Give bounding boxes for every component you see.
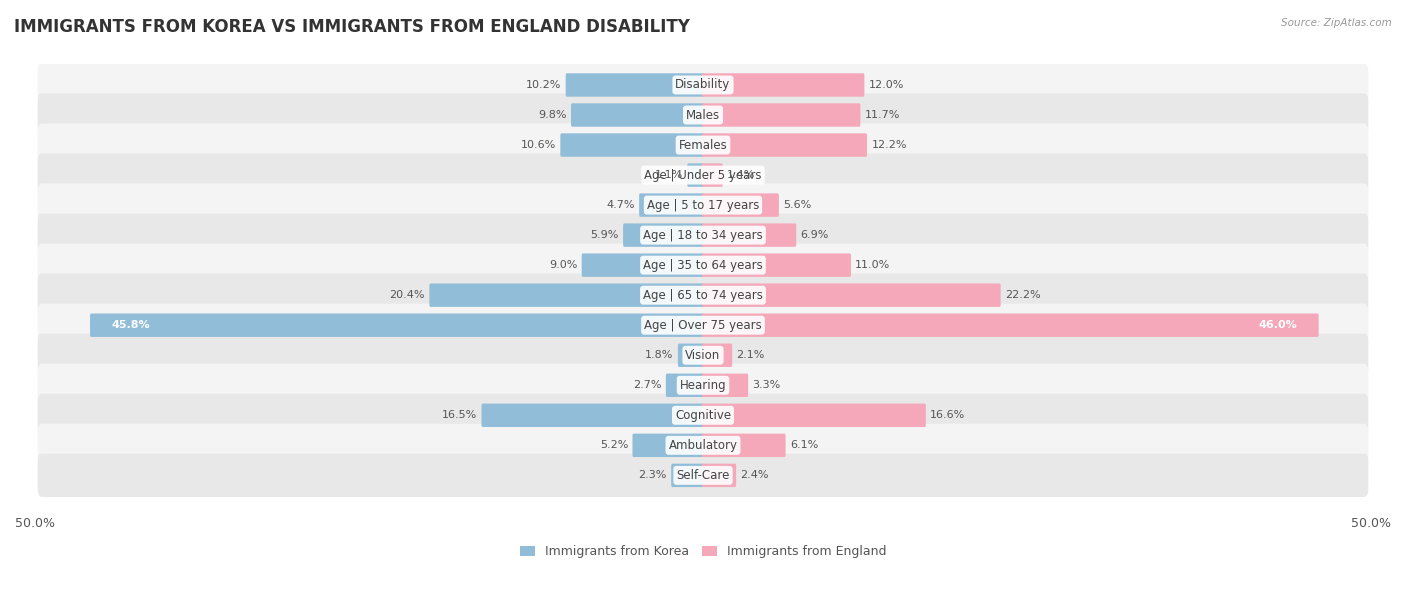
Text: 4.7%: 4.7%	[606, 200, 636, 210]
FancyBboxPatch shape	[688, 163, 704, 187]
FancyBboxPatch shape	[702, 464, 737, 487]
FancyBboxPatch shape	[38, 64, 1368, 106]
FancyBboxPatch shape	[38, 304, 1368, 347]
FancyBboxPatch shape	[702, 133, 868, 157]
FancyBboxPatch shape	[702, 253, 851, 277]
FancyBboxPatch shape	[38, 214, 1368, 257]
FancyBboxPatch shape	[678, 343, 704, 367]
Text: 9.0%: 9.0%	[548, 260, 578, 270]
Text: 22.2%: 22.2%	[1005, 290, 1040, 300]
FancyBboxPatch shape	[571, 103, 704, 127]
Text: 16.6%: 16.6%	[931, 410, 966, 420]
FancyBboxPatch shape	[702, 103, 860, 127]
FancyBboxPatch shape	[481, 403, 704, 427]
Text: Age | 35 to 64 years: Age | 35 to 64 years	[643, 259, 763, 272]
Text: 11.0%: 11.0%	[855, 260, 890, 270]
FancyBboxPatch shape	[702, 373, 748, 397]
Text: Females: Females	[679, 138, 727, 152]
Text: Age | Over 75 years: Age | Over 75 years	[644, 319, 762, 332]
Text: Ambulatory: Ambulatory	[668, 439, 738, 452]
FancyBboxPatch shape	[38, 124, 1368, 166]
Text: IMMIGRANTS FROM KOREA VS IMMIGRANTS FROM ENGLAND DISABILITY: IMMIGRANTS FROM KOREA VS IMMIGRANTS FROM…	[14, 18, 690, 36]
Text: Vision: Vision	[685, 349, 721, 362]
Text: 6.1%: 6.1%	[790, 440, 818, 450]
Text: Males: Males	[686, 108, 720, 122]
Text: Cognitive: Cognitive	[675, 409, 731, 422]
FancyBboxPatch shape	[582, 253, 704, 277]
Text: 45.8%: 45.8%	[111, 320, 150, 330]
FancyBboxPatch shape	[38, 154, 1368, 196]
FancyBboxPatch shape	[640, 193, 704, 217]
Text: 12.0%: 12.0%	[869, 80, 904, 90]
FancyBboxPatch shape	[38, 424, 1368, 467]
Text: 5.6%: 5.6%	[783, 200, 811, 210]
Text: 6.9%: 6.9%	[800, 230, 830, 240]
FancyBboxPatch shape	[702, 343, 733, 367]
FancyBboxPatch shape	[38, 364, 1368, 407]
FancyBboxPatch shape	[702, 434, 786, 457]
FancyBboxPatch shape	[90, 313, 704, 337]
Legend: Immigrants from Korea, Immigrants from England: Immigrants from Korea, Immigrants from E…	[515, 540, 891, 563]
Text: 5.9%: 5.9%	[591, 230, 619, 240]
FancyBboxPatch shape	[633, 434, 704, 457]
Text: Age | Under 5 years: Age | Under 5 years	[644, 168, 762, 182]
Text: 9.8%: 9.8%	[538, 110, 567, 120]
Text: 11.7%: 11.7%	[865, 110, 900, 120]
FancyBboxPatch shape	[666, 373, 704, 397]
FancyBboxPatch shape	[702, 163, 723, 187]
Text: 2.3%: 2.3%	[638, 471, 666, 480]
FancyBboxPatch shape	[702, 223, 796, 247]
FancyBboxPatch shape	[702, 193, 779, 217]
FancyBboxPatch shape	[38, 334, 1368, 377]
FancyBboxPatch shape	[671, 464, 704, 487]
Text: 2.1%: 2.1%	[737, 350, 765, 360]
FancyBboxPatch shape	[38, 274, 1368, 317]
FancyBboxPatch shape	[38, 453, 1368, 497]
Text: 20.4%: 20.4%	[389, 290, 425, 300]
Text: 12.2%: 12.2%	[872, 140, 907, 150]
Text: 1.8%: 1.8%	[645, 350, 673, 360]
Text: Hearing: Hearing	[679, 379, 727, 392]
Text: Source: ZipAtlas.com: Source: ZipAtlas.com	[1281, 18, 1392, 28]
Text: 46.0%: 46.0%	[1258, 320, 1298, 330]
Text: 2.7%: 2.7%	[633, 380, 662, 390]
Text: 1.1%: 1.1%	[655, 170, 683, 180]
Text: Age | 65 to 74 years: Age | 65 to 74 years	[643, 289, 763, 302]
Text: 2.4%: 2.4%	[741, 471, 769, 480]
FancyBboxPatch shape	[702, 403, 925, 427]
FancyBboxPatch shape	[702, 283, 1001, 307]
Text: Age | 18 to 34 years: Age | 18 to 34 years	[643, 229, 763, 242]
Text: 10.6%: 10.6%	[520, 140, 555, 150]
Text: Disability: Disability	[675, 78, 731, 91]
Text: 3.3%: 3.3%	[752, 380, 780, 390]
Text: 5.2%: 5.2%	[600, 440, 628, 450]
Text: 10.2%: 10.2%	[526, 80, 561, 90]
FancyBboxPatch shape	[429, 283, 704, 307]
Text: Age | 5 to 17 years: Age | 5 to 17 years	[647, 199, 759, 212]
Text: Self-Care: Self-Care	[676, 469, 730, 482]
Text: 16.5%: 16.5%	[441, 410, 477, 420]
FancyBboxPatch shape	[565, 73, 704, 97]
FancyBboxPatch shape	[38, 94, 1368, 136]
FancyBboxPatch shape	[623, 223, 704, 247]
FancyBboxPatch shape	[702, 313, 1319, 337]
FancyBboxPatch shape	[38, 184, 1368, 226]
FancyBboxPatch shape	[38, 394, 1368, 437]
FancyBboxPatch shape	[561, 133, 704, 157]
FancyBboxPatch shape	[38, 244, 1368, 287]
FancyBboxPatch shape	[702, 73, 865, 97]
Text: 1.4%: 1.4%	[727, 170, 755, 180]
